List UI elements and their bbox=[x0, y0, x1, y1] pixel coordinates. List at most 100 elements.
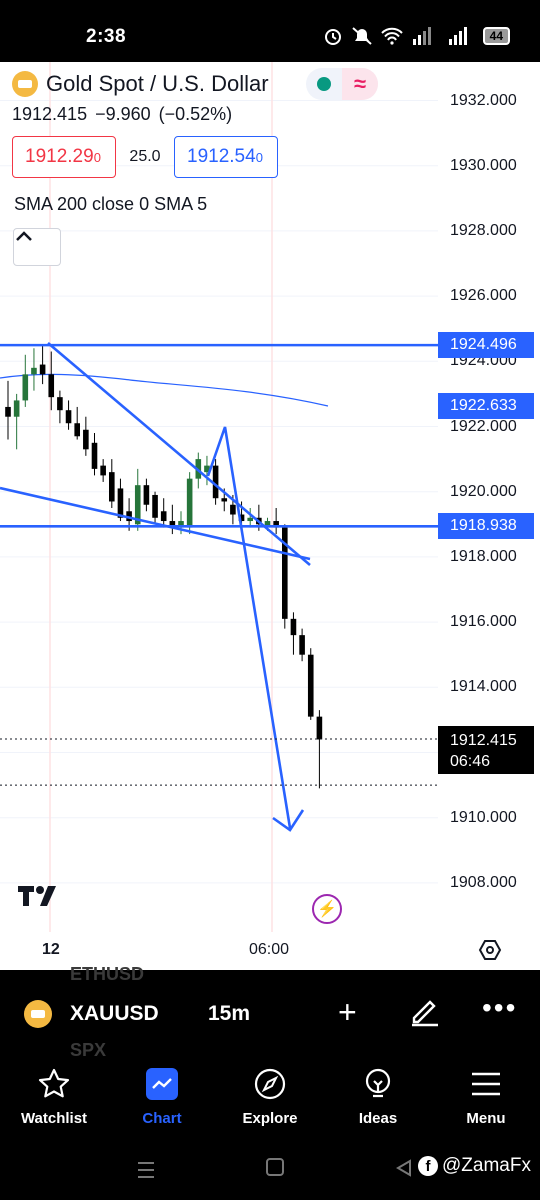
nav-explore[interactable]: Explore bbox=[216, 1058, 324, 1138]
level-price-tag[interactable]: 1922.633 bbox=[438, 392, 534, 419]
back-icon[interactable] bbox=[394, 1158, 414, 1183]
price-change: −9.960 bbox=[95, 104, 151, 124]
candle-down bbox=[74, 423, 80, 437]
hamburger-icon bbox=[468, 1066, 504, 1102]
candle-down bbox=[48, 374, 55, 398]
drawing-tool-icon[interactable] bbox=[408, 994, 442, 1033]
candle-down bbox=[221, 498, 228, 502]
home-icon[interactable] bbox=[266, 1158, 284, 1176]
compass-icon bbox=[252, 1066, 288, 1102]
candle-down bbox=[83, 429, 89, 450]
market-open-dot-icon bbox=[317, 77, 331, 91]
more-icon[interactable]: ••• bbox=[482, 992, 518, 1023]
nav-chart[interactable]: Chart bbox=[108, 1058, 216, 1138]
arrow-head bbox=[272, 809, 305, 832]
last-price: 1912.415 bbox=[12, 104, 88, 124]
buy-button[interactable]: 1912.54 0 bbox=[174, 136, 278, 178]
candle-down bbox=[238, 514, 245, 522]
bottom-nav: Watchlist Chart Explore Ideas Menu bbox=[0, 1058, 540, 1138]
trendline-upper bbox=[47, 342, 311, 566]
time-label: 06:00 bbox=[249, 941, 290, 958]
candle-down bbox=[212, 465, 219, 499]
status-bar: 2:38 44 bbox=[0, 0, 540, 62]
candle-down bbox=[160, 511, 167, 522]
facebook-icon: f bbox=[418, 1156, 438, 1176]
level-price-tag[interactable]: 1924.496 bbox=[438, 332, 534, 359]
price-tick-label: 1922.000 bbox=[450, 417, 517, 435]
price-tick-label: 1916.000 bbox=[450, 613, 517, 631]
alarm-icon bbox=[324, 29, 341, 45]
price-tick-label: 1930.000 bbox=[450, 156, 517, 174]
chart-area[interactable]: Gold Spot / U.S. Dollar ≈ 1912.415 −9.96… bbox=[0, 62, 540, 970]
data-delay-icon: ≈ bbox=[342, 68, 378, 100]
trendline-lower bbox=[0, 486, 311, 561]
price-change-pct: (−0.52%) bbox=[158, 104, 233, 124]
candle-down bbox=[152, 494, 158, 518]
status-icons: 44 bbox=[323, 24, 510, 48]
scroll-ghost-symbol: SPX bbox=[70, 1040, 107, 1060]
bar-countdown: 06:46 bbox=[450, 753, 491, 770]
nav-menu[interactable]: Menu bbox=[432, 1058, 540, 1138]
clock: 2:38 bbox=[86, 26, 127, 47]
candle-down bbox=[100, 465, 106, 476]
day-label: 12 bbox=[42, 941, 60, 958]
candle-down bbox=[273, 521, 279, 528]
time-axis[interactable]: 12 06:00 bbox=[0, 932, 540, 970]
system-nav-bar: f @ZamaFx bbox=[0, 1138, 540, 1200]
bid-ask-panel: 1912.29 0 25.0 1912.54 0 bbox=[12, 136, 278, 178]
candle-up bbox=[178, 521, 184, 528]
lightbulb-icon bbox=[360, 1066, 396, 1102]
candle-down bbox=[91, 442, 98, 469]
sma-200-line bbox=[0, 373, 329, 407]
chart-header: Gold Spot / U.S. Dollar bbox=[12, 70, 269, 98]
candle-down bbox=[307, 654, 314, 717]
candle-down bbox=[39, 364, 46, 375]
candle-down bbox=[5, 406, 11, 417]
candle-up bbox=[247, 517, 253, 522]
chevron-up-icon bbox=[16, 231, 32, 241]
price-tick-label: 1910.000 bbox=[450, 808, 517, 826]
candle-up bbox=[204, 465, 210, 473]
price-tick-label: 1932.000 bbox=[450, 91, 517, 109]
candle-up bbox=[22, 374, 29, 401]
quote-row: 1912.415 −9.960 (−0.52%) bbox=[12, 104, 232, 125]
candle-down bbox=[169, 521, 176, 528]
indicator-legend[interactable]: SMA 200 close 0 SMA 5 bbox=[14, 194, 208, 214]
symbol-toolbar: ETHUSD SPX XAUUSD 15m + ••• bbox=[0, 964, 540, 1060]
interval-selector[interactable]: 15m bbox=[208, 1002, 251, 1025]
candle-up bbox=[264, 521, 271, 528]
collapse-legend-button[interactable] bbox=[13, 228, 61, 266]
candle-up bbox=[31, 367, 37, 375]
nav-ideas[interactable]: Ideas bbox=[324, 1058, 432, 1138]
candle-down bbox=[57, 397, 63, 411]
price-tick-label: 1914.000 bbox=[450, 678, 517, 696]
signal-icon bbox=[448, 27, 467, 45]
candle-up bbox=[134, 485, 141, 525]
candle-up bbox=[186, 478, 193, 528]
recent-apps-icon[interactable] bbox=[136, 1160, 156, 1185]
candle-down bbox=[117, 488, 124, 518]
gold-coin-icon bbox=[12, 71, 38, 97]
lightning-icon[interactable]: ⚡ bbox=[312, 894, 342, 924]
candle-down bbox=[230, 504, 236, 515]
symbol-selector[interactable]: XAUUSD bbox=[70, 1002, 159, 1025]
nav-watchlist[interactable]: Watchlist bbox=[0, 1058, 108, 1138]
candle-down bbox=[126, 511, 132, 522]
price-tick-label: 1928.000 bbox=[450, 221, 517, 239]
battery-indicator: 44 bbox=[482, 27, 510, 45]
level-price-tag[interactable]: 1918.938 bbox=[438, 513, 534, 540]
watermark: f @ZamaFx bbox=[418, 1155, 531, 1177]
chart-icon bbox=[146, 1068, 178, 1100]
price-tick-label: 1918.000 bbox=[450, 547, 517, 565]
candle-down bbox=[65, 410, 72, 424]
signal-icon bbox=[412, 27, 431, 45]
candle-down bbox=[109, 472, 115, 502]
sell-button[interactable]: 1912.29 0 bbox=[12, 136, 116, 178]
market-status-pill[interactable]: ≈ bbox=[306, 68, 378, 100]
add-icon[interactable]: + bbox=[338, 994, 357, 1030]
symbol-title[interactable]: Gold Spot / U.S. Dollar bbox=[46, 71, 269, 96]
mute-icon bbox=[351, 27, 372, 45]
candle-down bbox=[316, 716, 323, 740]
scroll-ghost-symbol: ETHUSD bbox=[70, 964, 145, 984]
current-price-tag: 1912.415 06:46 bbox=[438, 726, 534, 774]
